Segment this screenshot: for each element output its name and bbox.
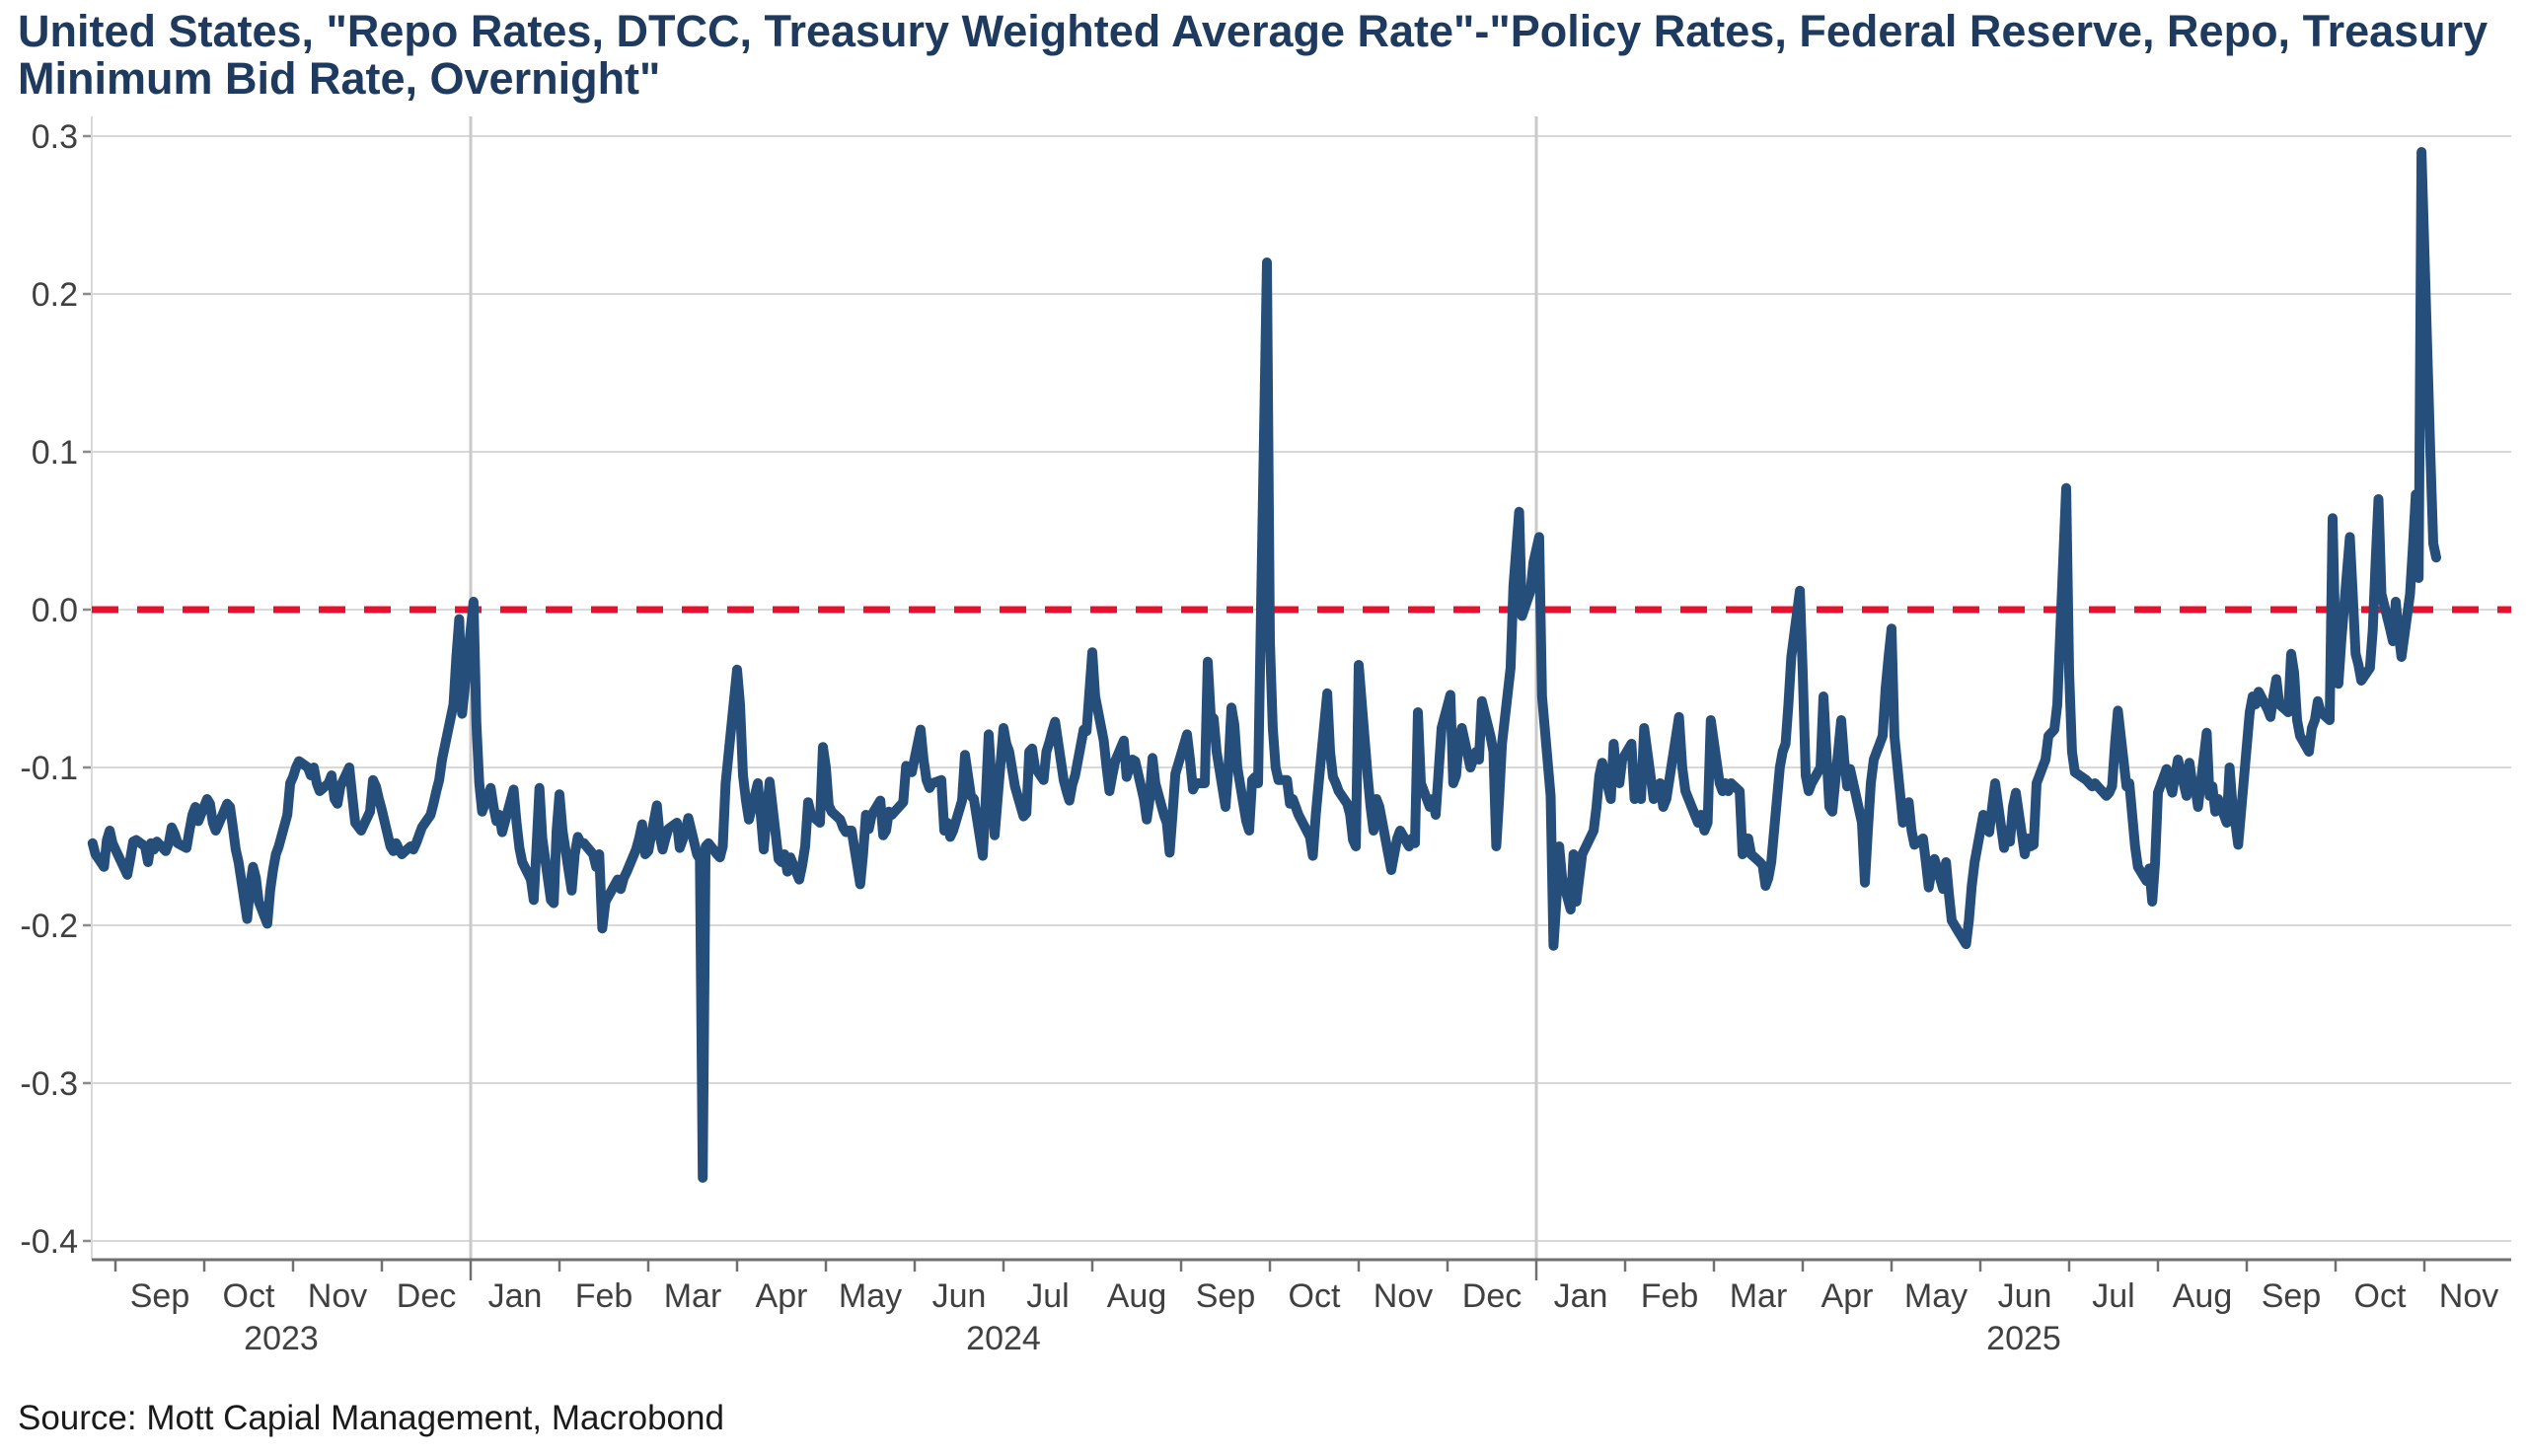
x-tick-label: Jun [932,1277,987,1315]
year-label: 2024 [966,1320,1041,1357]
x-tick-label: Feb [1641,1277,1699,1315]
y-tick-label: 0.0 [32,592,78,629]
x-tick-label: Jan [1554,1277,1608,1315]
x-tick-label: Mar [1730,1277,1788,1315]
y-tick-label: -0.2 [20,908,78,945]
x-tick-label: May [1904,1277,1968,1315]
year-label: 2023 [244,1320,319,1357]
x-tick-label: Nov [308,1277,367,1315]
x-tick-label: Jul [2092,1277,2134,1315]
x-tick-label: Nov [2439,1277,2498,1315]
y-tick-label: -0.4 [20,1223,78,1261]
x-tick-label: Oct [223,1277,275,1315]
x-tick-label: Oct [2354,1277,2407,1315]
source-attribution: Source: Mott Capial Management, Macrobon… [18,1399,724,1437]
x-tick-label: Sep [1196,1277,1256,1315]
x-tick-label: May [839,1277,902,1315]
x-tick-label: Jul [1026,1277,1069,1315]
chart-title-line1: United States, "Repo Rates, DTCC, Treasu… [18,6,2489,56]
x-tick-label: Sep [2262,1277,2322,1315]
x-tick-label: Apr [756,1277,808,1315]
x-tick-label: Dec [397,1277,456,1315]
y-tick-label: 0.3 [32,118,78,156]
chart-title: United States, "Repo Rates, DTCC, Treasu… [18,8,2514,103]
x-tick-label: Feb [575,1277,633,1315]
x-tick-label: Mar [664,1277,722,1315]
x-tick-label: Jun [1998,1277,2052,1315]
y-tick-label: -0.1 [20,750,78,787]
x-tick-label: Aug [1107,1277,1167,1315]
y-tick-label: -0.3 [20,1065,78,1103]
x-tick-label: Sep [130,1277,190,1315]
x-tick-label: Apr [1821,1277,1874,1315]
x-tick-label: Aug [2173,1277,2233,1315]
x-tick-label: Nov [1374,1277,1433,1315]
year-label: 2025 [1986,1320,2061,1357]
x-tick-label: Oct [1289,1277,1341,1315]
chart-title-line2: Minimum Bid Rate, Overnight" [18,53,661,104]
series-line [87,147,2441,1183]
y-tick-label: 0.1 [32,434,78,472]
y-tick-label: 0.2 [32,276,78,314]
x-tick-label: Jan [488,1277,543,1315]
x-tick-label: Dec [1462,1277,1522,1315]
